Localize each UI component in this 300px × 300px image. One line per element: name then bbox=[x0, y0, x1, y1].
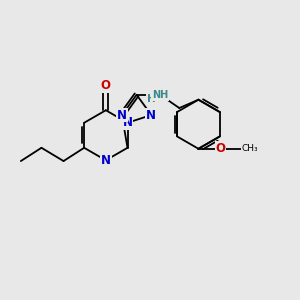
Text: N: N bbox=[101, 154, 111, 167]
Text: N: N bbox=[117, 109, 127, 122]
Text: NH: NH bbox=[152, 90, 168, 100]
Text: O: O bbox=[101, 79, 111, 92]
Text: H: H bbox=[147, 94, 156, 104]
Text: N: N bbox=[146, 109, 156, 122]
Text: CH₃: CH₃ bbox=[241, 144, 258, 153]
Text: N: N bbox=[122, 116, 133, 129]
Text: O: O bbox=[215, 142, 226, 155]
